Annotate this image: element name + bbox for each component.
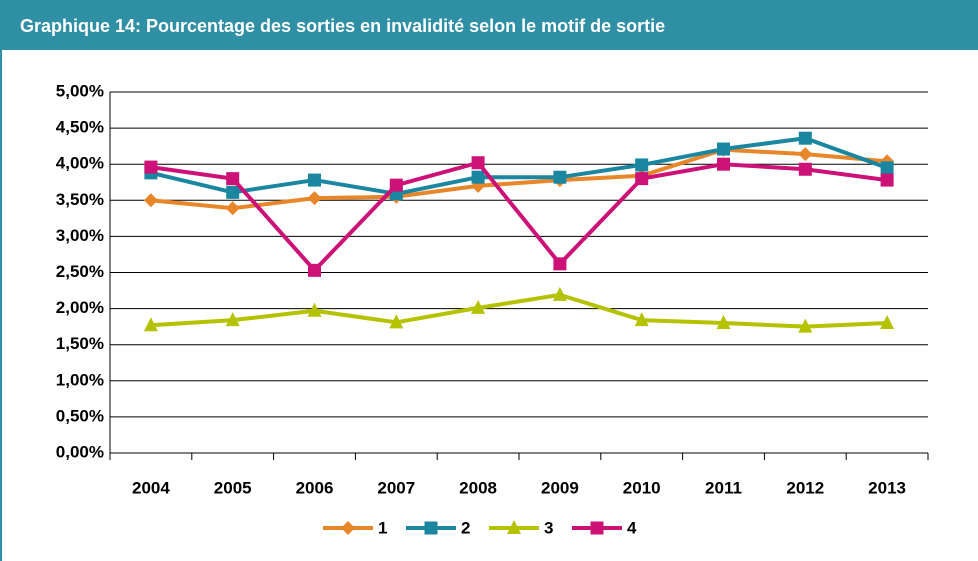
data-point xyxy=(798,318,813,333)
y-tick-label: 2,50% xyxy=(56,262,104,281)
x-tick-label: 2008 xyxy=(459,478,497,497)
series-line xyxy=(150,147,888,211)
series-line xyxy=(150,160,888,273)
data-point xyxy=(635,158,649,172)
data-point xyxy=(634,312,649,327)
y-tick-label: 2,00% xyxy=(56,298,104,317)
data-point xyxy=(389,178,403,192)
x-tick-label: 2009 xyxy=(541,478,579,497)
legend-label: 2 xyxy=(461,518,470,537)
series-line xyxy=(150,136,888,196)
data-point xyxy=(880,173,894,187)
data-point xyxy=(225,312,240,327)
data-point xyxy=(225,201,240,216)
data-point xyxy=(716,315,731,330)
y-tick-label: 3,00% xyxy=(56,226,104,245)
x-tick-label: 2010 xyxy=(623,478,661,497)
y-tick-label: 3,50% xyxy=(56,190,104,209)
data-point xyxy=(226,172,240,186)
data-point xyxy=(226,185,240,199)
data-point xyxy=(308,173,321,187)
legend-label: 3 xyxy=(544,518,553,537)
data-point xyxy=(798,131,812,145)
data-point xyxy=(307,302,322,317)
data-point xyxy=(635,172,649,186)
y-tick-label: 1,50% xyxy=(56,334,104,353)
x-tick-label: 2005 xyxy=(214,478,252,497)
y-tick-label: 4,00% xyxy=(56,154,104,173)
y-tick-label: 0,00% xyxy=(56,442,104,461)
header xyxy=(0,0,978,50)
data-point xyxy=(552,286,567,301)
y-tick-label: 1,00% xyxy=(56,370,104,389)
data-point xyxy=(717,157,730,171)
data-point xyxy=(471,170,485,184)
data-point xyxy=(307,191,322,206)
data-point xyxy=(144,160,158,174)
x-tick-label: 2004 xyxy=(132,478,170,497)
data-point xyxy=(553,257,567,271)
legend-label: 4 xyxy=(627,518,637,537)
data-point xyxy=(553,170,567,184)
x-tick-label: 2006 xyxy=(296,478,334,497)
data-point xyxy=(143,193,158,208)
data-point xyxy=(798,162,812,176)
data-point xyxy=(471,156,485,170)
y-tick-label: 0,50% xyxy=(56,406,104,425)
data-point xyxy=(880,315,895,330)
series-line xyxy=(150,292,888,329)
data-point xyxy=(143,317,158,332)
legend-marker xyxy=(424,521,438,535)
x-tick-label: 2012 xyxy=(786,478,824,497)
y-tick-label: 4,50% xyxy=(56,118,104,137)
x-tick-label: 2007 xyxy=(377,478,415,497)
legend-marker xyxy=(341,521,355,535)
data-point xyxy=(798,147,813,162)
data-point xyxy=(717,142,730,156)
data-point xyxy=(880,161,894,175)
data-point xyxy=(389,314,404,329)
x-tick-label: 2013 xyxy=(868,478,906,497)
legend-label: 1 xyxy=(378,518,387,537)
x-tick-label: 2011 xyxy=(705,478,742,497)
legend-marker xyxy=(590,521,604,535)
data-point xyxy=(471,299,486,314)
chart-title: Graphique 14: Pourcentage des sorties en… xyxy=(20,16,665,36)
legend-marker xyxy=(507,520,521,534)
y-tick-label: 5,00% xyxy=(56,81,104,100)
data-point xyxy=(308,263,321,277)
